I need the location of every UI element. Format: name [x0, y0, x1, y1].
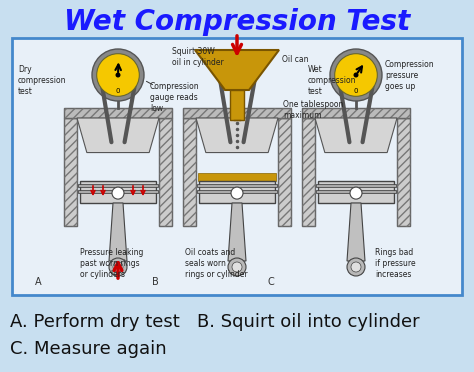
- Circle shape: [354, 73, 358, 77]
- Bar: [197, 184, 277, 187]
- Bar: [80, 181, 156, 203]
- Circle shape: [109, 258, 127, 276]
- Text: C. Measure again: C. Measure again: [10, 340, 167, 358]
- Polygon shape: [109, 203, 127, 261]
- Bar: [197, 190, 277, 193]
- Polygon shape: [77, 118, 159, 153]
- Text: B: B: [152, 277, 159, 287]
- Bar: [230, 90, 244, 120]
- Circle shape: [232, 262, 242, 272]
- Circle shape: [116, 73, 120, 77]
- Bar: [199, 181, 275, 203]
- Text: Oil coats and
seals worn
rings or cylinder: Oil coats and seals worn rings or cylind…: [185, 248, 247, 279]
- Polygon shape: [315, 118, 397, 153]
- Circle shape: [231, 187, 243, 199]
- Text: Pressure leaking
past worn rings
or cylinders: Pressure leaking past worn rings or cyli…: [80, 248, 143, 279]
- Text: Wet Compression Test: Wet Compression Test: [64, 8, 410, 36]
- Text: Dry
compression
test: Dry compression test: [18, 65, 66, 96]
- Circle shape: [112, 187, 124, 199]
- Text: Rings bad
if pressure
increases: Rings bad if pressure increases: [375, 248, 416, 279]
- Text: One tablespoon
maximum: One tablespoon maximum: [283, 100, 343, 120]
- Bar: [183, 118, 196, 226]
- Bar: [78, 184, 158, 187]
- Bar: [64, 108, 172, 118]
- Bar: [78, 190, 158, 193]
- Bar: [397, 118, 410, 226]
- Bar: [159, 118, 172, 226]
- Bar: [64, 118, 77, 226]
- Bar: [278, 118, 291, 226]
- Text: Compression
pressure
goes up: Compression pressure goes up: [385, 60, 435, 91]
- Text: A: A: [35, 277, 42, 287]
- Circle shape: [113, 262, 123, 272]
- Bar: [302, 108, 410, 118]
- Bar: [183, 108, 291, 118]
- Text: 0: 0: [354, 87, 358, 94]
- Bar: [64, 108, 172, 118]
- Bar: [397, 118, 410, 226]
- Text: Oil can: Oil can: [282, 55, 309, 64]
- Bar: [64, 118, 77, 226]
- Circle shape: [335, 54, 377, 96]
- Text: C: C: [268, 277, 275, 287]
- Bar: [318, 181, 394, 203]
- Circle shape: [228, 258, 246, 276]
- Polygon shape: [195, 50, 279, 90]
- Bar: [316, 184, 396, 187]
- Polygon shape: [347, 203, 365, 261]
- Bar: [302, 118, 315, 226]
- Text: Wet
compression
test: Wet compression test: [308, 65, 356, 96]
- Bar: [198, 173, 276, 181]
- Circle shape: [350, 187, 362, 199]
- Bar: [302, 108, 410, 118]
- Bar: [316, 190, 396, 193]
- Text: 0: 0: [116, 87, 120, 94]
- Circle shape: [347, 258, 365, 276]
- Bar: [12, 38, 462, 295]
- Circle shape: [330, 49, 382, 101]
- Polygon shape: [196, 118, 278, 153]
- Text: Compression
gauge reads
low: Compression gauge reads low: [150, 82, 200, 113]
- Bar: [183, 108, 291, 118]
- Circle shape: [92, 49, 144, 101]
- Text: A. Perform dry test   B. Squirt oil into cylinder: A. Perform dry test B. Squirt oil into c…: [10, 313, 419, 331]
- Circle shape: [97, 54, 139, 96]
- Bar: [278, 118, 291, 226]
- Polygon shape: [228, 203, 246, 261]
- Text: Squirt 30W
oil in cylinder: Squirt 30W oil in cylinder: [172, 47, 224, 67]
- Bar: [302, 118, 315, 226]
- Bar: [183, 118, 196, 226]
- Bar: [159, 118, 172, 226]
- Circle shape: [351, 262, 361, 272]
